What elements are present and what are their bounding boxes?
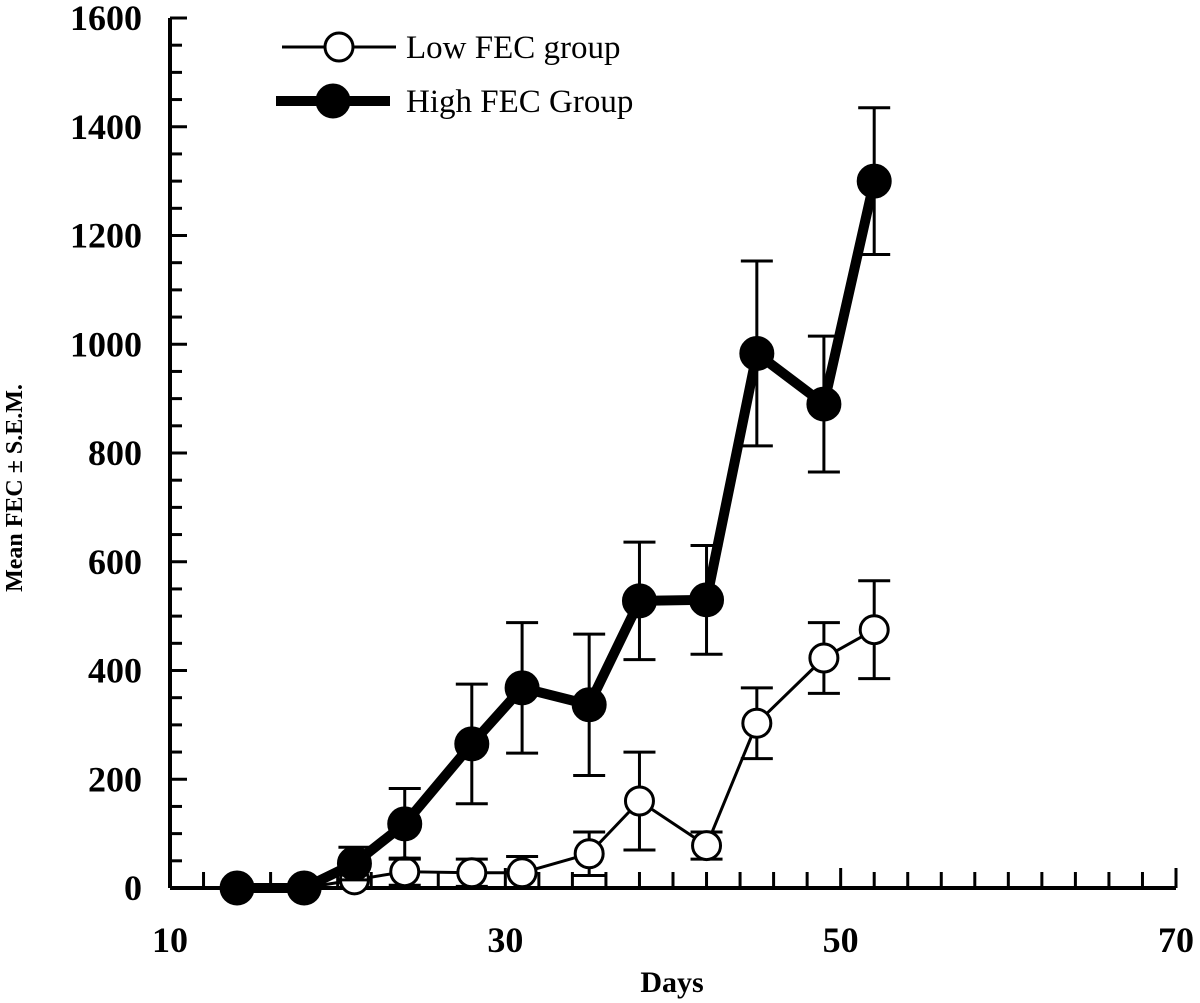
y-axis-title: Mean FEC ± S.E.M.: [2, 384, 28, 592]
data-point: [571, 687, 607, 723]
data-point: [506, 857, 538, 889]
y-tick-label: 1600: [70, 0, 142, 38]
legend-label: High FEC Group: [406, 84, 633, 120]
y-tick-label: 0: [124, 868, 142, 908]
data-point: [691, 830, 723, 862]
legend-item: High FEC Group: [276, 83, 633, 120]
data-point: [573, 838, 605, 870]
data-point: [286, 870, 322, 906]
data-point: [689, 582, 725, 618]
x-tick-label: 50: [823, 920, 859, 960]
y-tick-label: 1400: [70, 107, 142, 147]
data-point: [387, 806, 423, 842]
data-point: [741, 707, 773, 739]
legend-label: Low FEC group: [406, 30, 621, 66]
legend-marker: [315, 83, 351, 119]
legend-marker: [323, 31, 355, 63]
data-point: [856, 163, 892, 199]
series-line: [237, 180, 880, 893]
data-point: [336, 846, 372, 882]
data-point: [456, 857, 488, 889]
legend: Low FEC group High FEC Group: [276, 30, 633, 120]
x-tick-label: 30: [487, 920, 523, 960]
plot-area: [219, 106, 892, 906]
data-point: [504, 670, 540, 706]
series-low-fec: [221, 579, 891, 904]
data-point: [219, 870, 255, 906]
data-point: [808, 642, 840, 674]
y-tick-label: 600: [88, 542, 142, 582]
data-point: [623, 785, 655, 817]
data-point: [454, 726, 490, 762]
ticks: [170, 16, 1178, 890]
series-line: [237, 628, 875, 890]
axes: [168, 18, 1176, 890]
legend-item: Low FEC group: [282, 30, 621, 66]
data-point: [621, 583, 657, 619]
data-point: [389, 856, 421, 888]
x-axis-title: Days: [640, 966, 703, 999]
x-tick-label: 10: [152, 920, 188, 960]
y-tick-label: 400: [88, 651, 142, 691]
x-tick-label: 70: [1158, 920, 1194, 960]
data-point: [858, 614, 890, 646]
y-tick-label: 1000: [70, 324, 142, 364]
tick-labels: 0 200 400 600 800 1000 1200 1400 1600 10 30 50 70: [70, 0, 1194, 960]
series-high-fec: [219, 106, 892, 906]
y-tick-label: 800: [88, 433, 142, 473]
data-point: [806, 386, 842, 422]
data-point: [739, 335, 775, 371]
y-tick-label: 1200: [70, 216, 142, 256]
y-tick-label: 200: [88, 759, 142, 799]
